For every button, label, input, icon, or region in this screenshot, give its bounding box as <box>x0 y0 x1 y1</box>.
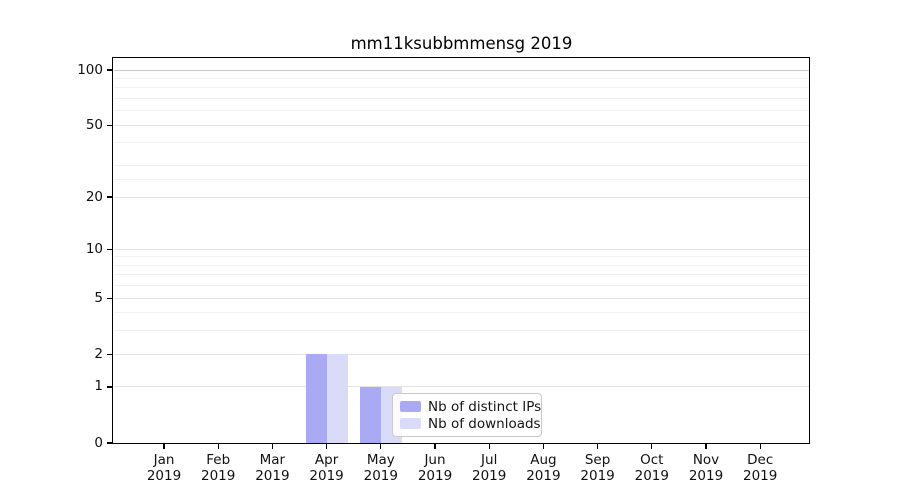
x-tick-mark <box>759 443 761 449</box>
x-tick-label: Jan 2019 <box>146 452 182 484</box>
y-minor-gridline <box>114 179 809 181</box>
bar-distinct-ips <box>305 354 327 443</box>
x-tick-mark <box>651 443 653 449</box>
y-minor-gridline <box>114 330 809 332</box>
y-tick-label: 2 <box>94 345 103 362</box>
x-tick-label: Nov 2019 <box>688 452 724 484</box>
x-tick-mark <box>434 443 436 449</box>
bar-distinct-ips <box>359 386 381 443</box>
x-tick-mark <box>271 443 274 449</box>
x-tick-mark <box>705 443 707 449</box>
x-tick-mark <box>325 443 328 449</box>
x-tick-mark <box>380 443 382 449</box>
x-tick-label: Feb 2019 <box>201 452 236 484</box>
y-minor-gridline <box>114 142 809 144</box>
y-minor-gridline <box>114 264 809 266</box>
y-tick-mark <box>107 69 113 71</box>
y-tick-label: 50 <box>85 116 103 133</box>
legend-swatch-downloads-icon <box>400 418 421 429</box>
x-tick-label: Dec 2019 <box>743 452 778 484</box>
y-tick-mark <box>107 442 113 444</box>
y-minor-gridline <box>114 87 809 89</box>
chart-title: mm11ksubbmmensg 2019 <box>350 34 573 53</box>
y-minor-gridline <box>114 256 809 258</box>
x-tick-mark <box>163 443 165 449</box>
y-tick-label: 10 <box>85 240 103 257</box>
legend-label-distinct-ips: Nb of distinct IPs <box>428 398 542 415</box>
y-tick-label: 0 <box>94 434 103 451</box>
y-major-gridline <box>114 386 809 388</box>
y-minor-gridline <box>114 78 809 80</box>
y-tick-mark <box>107 386 113 388</box>
legend-label-downloads: Nb of downloads <box>428 415 541 432</box>
y-tick-label: 5 <box>94 289 103 306</box>
x-tick-mark <box>488 443 490 449</box>
y-tick-label: 1 <box>94 378 103 395</box>
x-tick-label: Aug 2019 <box>526 452 561 484</box>
y-major-gridline <box>114 248 809 250</box>
legend-swatch-distinct-ips-icon <box>400 401 421 412</box>
y-tick-mark <box>107 353 113 355</box>
y-tick-mark <box>107 124 113 126</box>
y-tick-label: 100 <box>77 61 103 78</box>
y-major-gridline <box>114 196 809 198</box>
x-tick-label: Apr 2019 <box>309 452 344 484</box>
y-major-gridline <box>114 124 809 126</box>
x-tick-label: Jul 2019 <box>472 452 507 484</box>
y-tick-mark <box>107 196 113 198</box>
y-minor-gridline <box>114 110 809 112</box>
y-minor-gridline <box>114 285 809 287</box>
x-tick-mark <box>542 443 545 449</box>
y-minor-gridline <box>114 274 809 276</box>
y-major-gridline <box>114 297 809 299</box>
y-tick-label: 20 <box>85 188 103 205</box>
y-tick-mark <box>107 297 113 299</box>
x-tick-label: May 2019 <box>363 452 398 484</box>
x-tick-mark <box>596 443 599 449</box>
y-major-gridline <box>114 353 809 355</box>
bar-downloads <box>326 354 348 443</box>
legend: Nb of distinct IPs Nb of downloads <box>392 393 542 437</box>
legend-item-downloads: Nb of downloads <box>400 415 541 432</box>
y-minor-gridline <box>114 98 809 100</box>
y-minor-gridline <box>114 312 809 314</box>
x-tick-label: Mar 2019 <box>255 452 290 484</box>
x-tick-mark <box>217 443 219 449</box>
y-major-gridline <box>114 69 809 71</box>
y-minor-gridline <box>114 165 809 167</box>
y-tick-mark <box>107 248 113 250</box>
x-tick-label: Sep 2019 <box>580 452 615 484</box>
x-tick-label: Oct 2019 <box>634 452 669 484</box>
legend-item-distinct-ips: Nb of distinct IPs <box>400 398 541 415</box>
x-tick-label: Jun 2019 <box>417 452 453 484</box>
